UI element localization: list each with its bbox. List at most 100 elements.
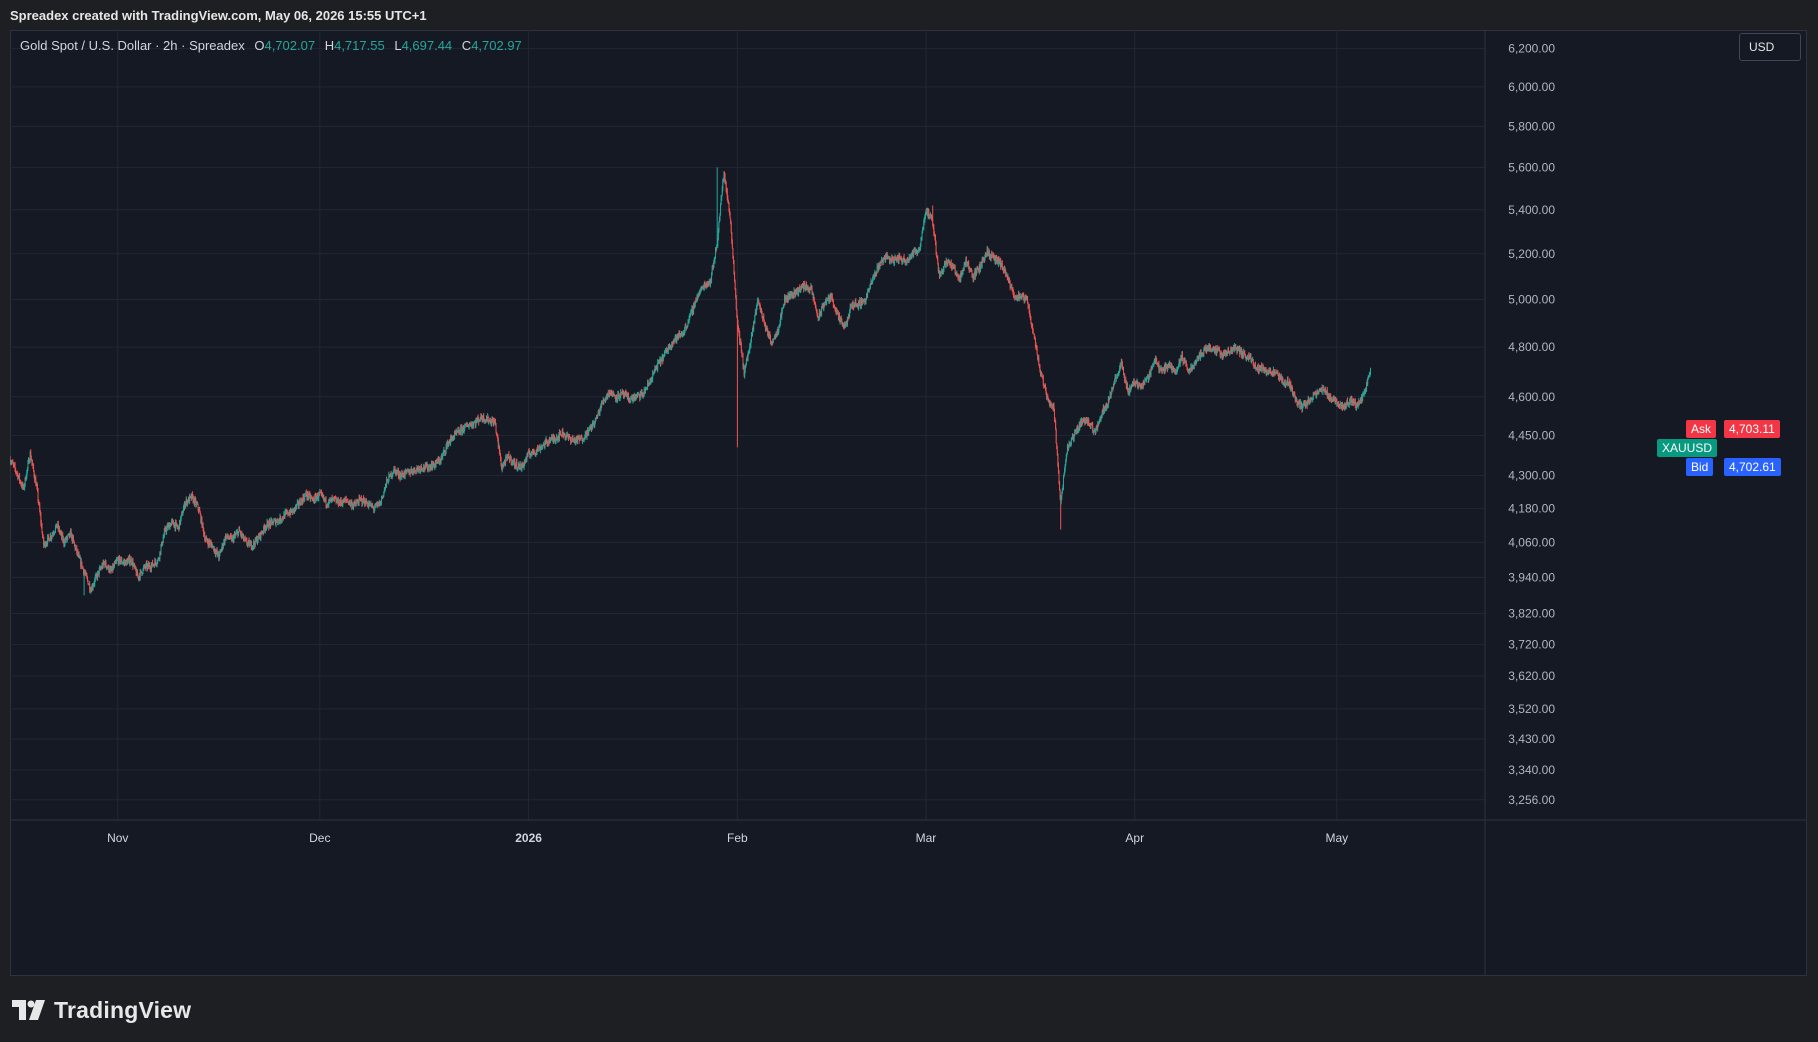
candle-body xyxy=(829,296,831,300)
candle-body xyxy=(339,501,341,505)
candle-body xyxy=(497,438,499,446)
candle-body xyxy=(290,508,292,515)
candle-body xyxy=(610,392,612,394)
candle-body xyxy=(278,519,280,521)
candle-body xyxy=(89,589,91,592)
candle-body xyxy=(19,480,21,482)
candle-body xyxy=(270,519,272,526)
candle-body xyxy=(970,269,972,271)
candle-body xyxy=(345,498,347,500)
candle-body xyxy=(1267,369,1269,375)
candle-body xyxy=(1187,368,1188,371)
candle-body xyxy=(1310,399,1312,401)
candle-body xyxy=(551,436,553,440)
candle-body xyxy=(473,422,475,426)
candle-body xyxy=(488,419,490,422)
candle-body xyxy=(834,308,836,310)
candle-body xyxy=(523,463,525,467)
candle-body xyxy=(876,271,878,274)
candle-body xyxy=(388,475,390,482)
candle-body xyxy=(1281,377,1283,383)
candle-body xyxy=(189,496,191,498)
candle-body xyxy=(756,308,757,313)
candle-body xyxy=(738,328,740,334)
candle-body xyxy=(1107,397,1109,406)
candle-body xyxy=(453,436,455,438)
candle-body xyxy=(771,342,773,344)
candle-body xyxy=(510,456,512,464)
open-label: O xyxy=(254,38,265,53)
candle-body xyxy=(176,523,178,526)
candle-body xyxy=(1357,404,1359,407)
candle-body xyxy=(1204,348,1206,351)
x-axis-tick-label: Feb xyxy=(727,831,748,845)
candle-body xyxy=(1140,384,1142,388)
candle-body xyxy=(579,437,581,440)
candle-body xyxy=(1209,347,1211,349)
candle-body xyxy=(836,309,838,314)
candle-body xyxy=(1033,333,1035,337)
candle-body xyxy=(512,460,514,463)
candle-body xyxy=(1068,443,1070,448)
candle-body xyxy=(564,433,565,435)
candle-body xyxy=(1153,361,1155,364)
candle-body xyxy=(1179,359,1181,365)
candle-body xyxy=(752,328,754,330)
candle-body xyxy=(281,519,283,521)
candle-body xyxy=(268,527,270,528)
candle-body xyxy=(417,467,418,469)
candle-body xyxy=(461,428,463,433)
candle-body xyxy=(42,533,44,536)
price-chart[interactable]: 3,256.003,340.003,430.003,520.003,620.00… xyxy=(10,30,1807,976)
candle-body xyxy=(1305,403,1307,406)
candle-body xyxy=(223,540,225,543)
candle-body xyxy=(10,462,12,464)
candle-body xyxy=(139,571,141,579)
candle-body xyxy=(377,503,379,505)
candle-body xyxy=(940,271,942,276)
candle-body xyxy=(634,394,636,398)
candle-body xyxy=(1137,380,1139,387)
candle-body xyxy=(907,259,909,261)
candle-body xyxy=(1333,396,1334,401)
candle-body xyxy=(547,441,549,444)
candle-body xyxy=(749,345,751,347)
candle-body xyxy=(253,541,255,544)
candle-body xyxy=(1081,420,1083,425)
candle-body xyxy=(585,432,587,437)
candle-body xyxy=(454,432,455,437)
candle-body xyxy=(970,269,972,271)
candle-body xyxy=(276,519,278,522)
candle-body xyxy=(1268,369,1270,373)
candle-body xyxy=(395,470,397,475)
currency-button[interactable]: USD xyxy=(1739,33,1801,61)
candle-body xyxy=(926,209,927,213)
candle-body xyxy=(673,340,675,342)
candle-body xyxy=(544,441,546,443)
chart-frame[interactable] xyxy=(10,30,1807,976)
y-axis-tick-label: 6,200.00 xyxy=(1508,42,1555,56)
candle-body xyxy=(129,561,131,564)
candle-body xyxy=(88,583,90,585)
candle-body xyxy=(1260,367,1261,371)
candle-body xyxy=(1159,369,1160,371)
candle-body xyxy=(482,419,484,421)
candle-body xyxy=(814,303,816,306)
candle-body xyxy=(124,561,126,563)
candle-body xyxy=(850,304,852,306)
x-axis-tick-label: May xyxy=(1325,831,1348,845)
candle-body xyxy=(743,365,745,367)
y-axis-tick-label: 4,600.00 xyxy=(1508,390,1555,404)
y-axis-tick-label: 4,450.00 xyxy=(1508,428,1555,442)
candle-body xyxy=(851,305,853,308)
candle-body xyxy=(555,440,556,442)
candle-body xyxy=(1082,420,1084,425)
candle-body xyxy=(1071,437,1073,440)
candle-body xyxy=(159,551,161,559)
candle-body xyxy=(147,564,148,569)
candle-body xyxy=(495,424,497,432)
candle-body xyxy=(692,308,693,313)
candle-body xyxy=(518,464,519,468)
candle-body xyxy=(665,350,667,353)
candle-body xyxy=(335,498,336,500)
